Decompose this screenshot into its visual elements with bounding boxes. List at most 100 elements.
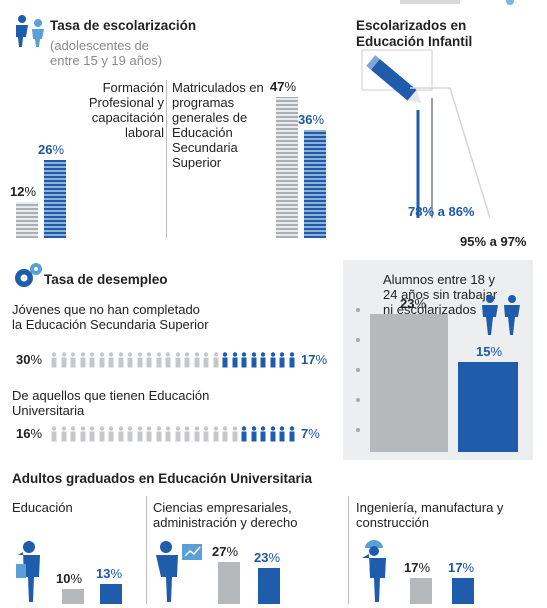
divider [348,496,349,604]
data-label: 30% [16,352,43,367]
vocational-label: Formación Profesional y capacitación lab… [88,80,164,140]
data-label: 47% [270,79,297,94]
person-icon [137,352,142,368]
gears-icon [15,263,42,287]
data-label: 26% [38,142,65,157]
person-icon [232,426,237,442]
divider [146,496,147,604]
pencil-icon [361,49,490,219]
person-icon [108,426,114,442]
students-icon [16,15,44,47]
person-icon [137,426,142,442]
person-icon [146,352,152,368]
person-icon [279,352,285,368]
person-icon [241,426,247,442]
data-label: 23% [254,550,281,566]
enrollment-subtitle: (adolescentes de entre 15 y 19 años) [50,38,163,68]
bar [276,97,298,238]
person-icon [61,352,66,368]
notebook-binding [356,308,360,432]
person-icon [99,426,104,442]
person-icon [80,426,85,442]
data-label: 13% [96,565,123,581]
person-icon [89,352,95,368]
data-label: 7% [301,426,320,441]
data-label: 36% [298,112,325,127]
legend-icon [400,0,514,5]
person-icon [203,352,209,368]
bar [370,314,448,452]
person-icon [70,426,76,442]
person-icon [165,426,171,442]
graduates-cat2: Ciencias empresariales, administración y… [153,500,298,530]
preschool-range-1: 78% a 86% [408,204,475,219]
graduates-cat3: Ingeniería, manufactura y construcción [356,500,504,530]
person-icon [175,426,180,442]
divider [166,80,167,238]
bar [452,577,474,604]
person-icon [70,352,76,368]
person-icon [184,352,190,368]
data-label: 23% [400,296,427,311]
data-label: 17% [448,559,475,575]
person-icon [203,426,209,442]
bar [100,583,122,604]
person-icon [232,352,237,368]
person-icon [127,426,133,442]
teacher-icon [16,541,40,602]
person-icon [241,352,247,368]
person-icon [194,352,199,368]
person-icon [270,426,275,442]
bar [16,202,38,238]
person-icon [51,352,57,368]
person-icon [270,352,275,368]
unemployment-row2-label: De aquellos que tienen Educación Univers… [12,388,210,418]
person-icon [127,352,133,368]
data-label: 17% [301,352,328,367]
graduates-title: Adultos graduados en Educación Universit… [12,471,313,486]
preschool-range-2: 95% a 97% [460,234,527,249]
person-icon [213,426,218,442]
person-icon [184,426,190,442]
person-icon [156,426,161,442]
person-icon [251,426,256,442]
graduates-cat1: Educación [12,500,73,515]
enrollment-title: Tasa de escolarización [50,18,197,33]
businessman-icon [156,541,202,602]
person-icon [260,352,266,368]
person-icon [118,426,123,442]
data-label: 17% [404,559,431,575]
bar [410,577,432,604]
data-label: 15% [476,344,503,359]
person-icon [89,426,95,442]
neet-label: Alumnos entre 18 y 24 años sin trabajar … [383,272,498,317]
data-label: 27% [212,544,239,560]
person-icon [289,426,294,442]
unemployment-title: Tasa de desempleo [44,272,168,287]
data-label: 12% [10,184,37,199]
data-label: 10% [56,570,83,586]
engineer-icon [362,540,386,602]
person-icon [61,426,66,442]
data-label: 16% [16,426,43,441]
person-icon [165,352,171,368]
preschool-title: Escolarizados en Educación Infantil [356,18,473,49]
person-icon [118,352,123,368]
person-icon [175,352,180,368]
bar [304,130,326,238]
unemployment-row1-label: Jóvenes que no han completado la Educaci… [12,302,209,332]
bar [258,568,280,604]
person-icon [213,352,218,368]
bar [218,562,240,604]
person-icon [289,352,294,368]
bar [44,160,66,238]
person-icon [222,426,228,442]
people-icon [482,295,520,335]
person-icon [194,426,199,442]
person-icon [222,352,228,368]
person-icon [80,352,85,368]
person-icon [251,352,256,368]
preschool-range-1-text: 78% a 86% [408,204,475,219]
person-icon [51,426,57,442]
person-icon [260,426,266,442]
